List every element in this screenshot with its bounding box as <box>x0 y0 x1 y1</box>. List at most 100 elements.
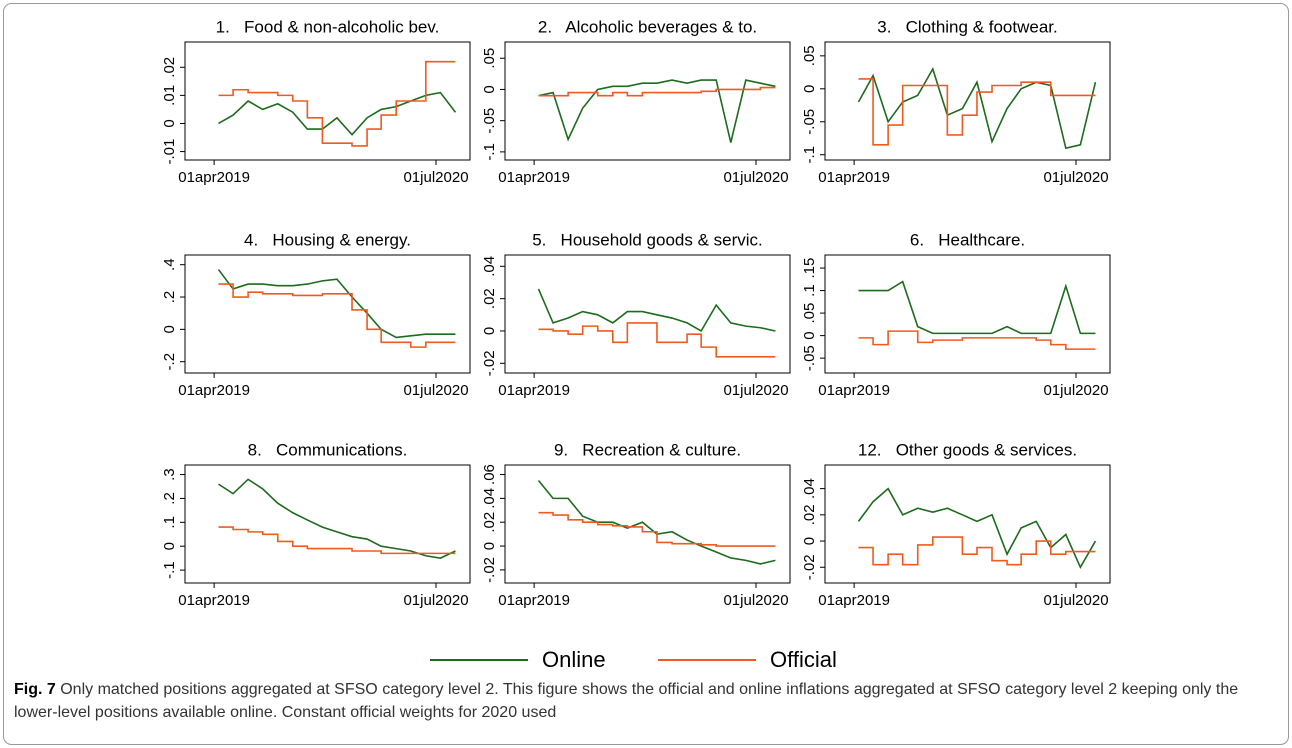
y-tick-label: .04 <box>481 488 498 509</box>
panel-title: 8. Communications. <box>248 440 408 459</box>
y-tick-label: 0 <box>481 327 498 335</box>
y-tick-label: .04 <box>481 256 498 277</box>
x-tick-label: 01jul2020 <box>403 592 468 609</box>
y-tick-label: 0 <box>801 331 818 339</box>
panel-title: 4. Housing & energy. <box>244 230 411 249</box>
y-tick-label: .2 <box>161 492 178 505</box>
x-tick-label: 01apr2019 <box>498 169 570 186</box>
series-line <box>218 91 457 136</box>
panel-title: 3. Clothing & footwear. <box>877 17 1058 36</box>
y-tick-label: .02 <box>481 512 498 533</box>
series-line <box>217 269 456 339</box>
y-tick-label: .1 <box>161 516 178 529</box>
y-tick-label: .02 <box>481 288 498 309</box>
y-tick-label: 0 <box>161 325 178 333</box>
y-tick-label: .3 <box>161 468 178 481</box>
plot-frame <box>184 464 471 584</box>
caption-text: Only matched positions aggregated at SFS… <box>14 681 1239 721</box>
x-tick-label: 01apr2019 <box>818 169 890 186</box>
y-tick-label: .05 <box>481 48 498 69</box>
y-tick-label: .02 <box>161 57 178 78</box>
y-tick-label: -.2 <box>161 353 178 371</box>
series-line <box>538 322 776 358</box>
plot-frame <box>184 41 471 161</box>
series-line <box>538 86 776 97</box>
y-tick-label: 0 <box>801 85 818 93</box>
plot-frame <box>824 41 1111 161</box>
y-tick-label: -.01 <box>161 139 178 165</box>
y-tick-label: .02 <box>801 504 818 525</box>
panel-title: 6. Healthcare. <box>910 230 1025 249</box>
series-line <box>858 330 1096 350</box>
caption-label: Fig. 7 <box>14 681 56 698</box>
y-tick-label: -.1 <box>801 146 818 164</box>
y-tick-label: 0 <box>161 119 178 127</box>
plot-frame <box>504 254 791 374</box>
y-tick-label: 0 <box>481 542 498 550</box>
y-tick-label: .01 <box>161 85 178 106</box>
panel-title: 1. Food & non-alcoholic bev. <box>216 17 440 36</box>
series-line <box>858 280 1096 335</box>
plot-frame <box>184 254 471 374</box>
panel-title: 2. Alcoholic beverages & to. <box>538 17 757 36</box>
x-tick-label: 01apr2019 <box>818 382 890 399</box>
series-line <box>538 511 776 547</box>
series-line <box>857 487 1097 570</box>
y-tick-label: -.05 <box>481 108 498 134</box>
caption: Fig. 7 Only matched positions aggregated… <box>14 678 1279 724</box>
panel-title: 9. Recreation & culture. <box>554 440 741 459</box>
x-tick-label: 01jul2020 <box>723 382 788 399</box>
x-tick-label: 01jul2020 <box>1043 382 1108 399</box>
y-tick-label: .05 <box>801 45 818 66</box>
y-tick-label: -.1 <box>161 561 178 579</box>
x-tick-label: 01jul2020 <box>1043 592 1108 609</box>
plot-frame <box>504 41 791 161</box>
series-line <box>538 79 776 143</box>
y-tick-label: .4 <box>161 258 178 271</box>
panel-title: 12. Other goods & services. <box>858 440 1077 459</box>
series-line <box>218 283 456 348</box>
y-tick-label: 0 <box>481 85 498 93</box>
plot-frame <box>824 464 1111 584</box>
series-line <box>857 67 1097 150</box>
series-line <box>537 288 776 333</box>
x-tick-label: 01jul2020 <box>723 592 788 609</box>
y-tick-label: -.05 <box>801 109 818 135</box>
y-tick-label: .2 <box>161 291 178 304</box>
y-tick-label: -.02 <box>481 350 498 376</box>
x-tick-label: 01apr2019 <box>818 592 890 609</box>
y-tick-label: .1 <box>801 284 818 297</box>
y-tick-label: 0 <box>801 537 818 545</box>
x-tick-label: 01apr2019 <box>498 382 570 399</box>
frame <box>3 3 1289 745</box>
series-line <box>218 60 456 147</box>
x-tick-label: 01jul2020 <box>403 382 468 399</box>
y-tick-label: .06 <box>481 464 498 485</box>
y-tick-label: 0 <box>161 542 178 550</box>
y-tick-label: -.05 <box>801 345 818 371</box>
plot-frame <box>504 464 791 584</box>
y-tick-label: -.1 <box>481 143 498 161</box>
x-tick-label: 01jul2020 <box>723 169 788 186</box>
y-tick-label: .05 <box>801 303 818 324</box>
plot-frame <box>824 254 1111 374</box>
panel-title: 5. Household goods & servic. <box>532 230 763 249</box>
legend-label: Official <box>770 647 837 672</box>
x-tick-label: 01apr2019 <box>178 592 250 609</box>
legend-label: Online <box>542 647 606 672</box>
series-line <box>537 479 776 565</box>
series-line <box>218 526 456 555</box>
y-tick-label: .04 <box>801 478 818 499</box>
x-tick-label: 01jul2020 <box>1043 169 1108 186</box>
x-tick-label: 01jul2020 <box>403 169 468 186</box>
x-tick-label: 01apr2019 <box>178 382 250 399</box>
y-tick-label: .15 <box>801 258 818 279</box>
series-line <box>218 478 456 559</box>
series-line <box>858 78 1096 146</box>
x-tick-label: 01apr2019 <box>498 592 570 609</box>
x-tick-label: 01apr2019 <box>178 169 250 186</box>
y-tick-label: -.02 <box>801 554 818 580</box>
series-line <box>858 536 1096 566</box>
